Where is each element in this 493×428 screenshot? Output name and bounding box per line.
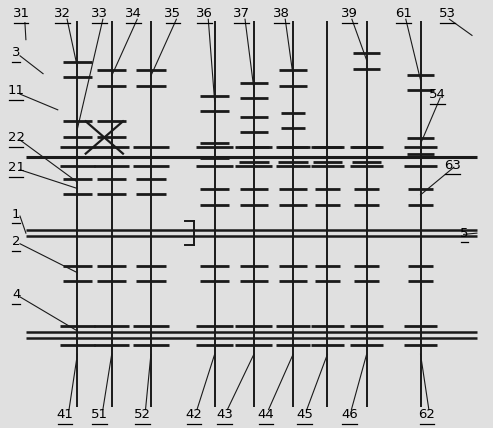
Text: 5: 5 [460,227,469,240]
Text: 61: 61 [395,7,412,20]
Text: 32: 32 [54,7,71,20]
Text: 3: 3 [12,46,20,59]
Text: 36: 36 [196,7,213,20]
Text: 1: 1 [12,208,20,220]
Text: 62: 62 [419,408,435,421]
Text: 37: 37 [233,7,250,20]
Text: 4: 4 [12,288,20,301]
Text: 34: 34 [125,7,142,20]
Text: 51: 51 [91,408,108,421]
Text: 54: 54 [429,89,446,101]
Text: 44: 44 [258,408,275,421]
Text: 42: 42 [185,408,203,421]
Text: 2: 2 [12,235,20,248]
Text: 63: 63 [444,159,461,172]
Text: 43: 43 [216,408,233,421]
Text: 31: 31 [12,7,30,20]
Text: 38: 38 [273,7,290,20]
Text: 46: 46 [341,408,358,421]
Text: 45: 45 [296,408,313,421]
Text: 11: 11 [7,84,25,97]
Text: 21: 21 [7,161,25,174]
Text: 52: 52 [134,408,151,421]
Text: 53: 53 [439,7,456,20]
Text: 39: 39 [341,7,358,20]
Text: 22: 22 [7,131,25,144]
Text: 33: 33 [91,7,108,20]
Text: 35: 35 [165,7,181,20]
Text: 41: 41 [57,408,73,421]
